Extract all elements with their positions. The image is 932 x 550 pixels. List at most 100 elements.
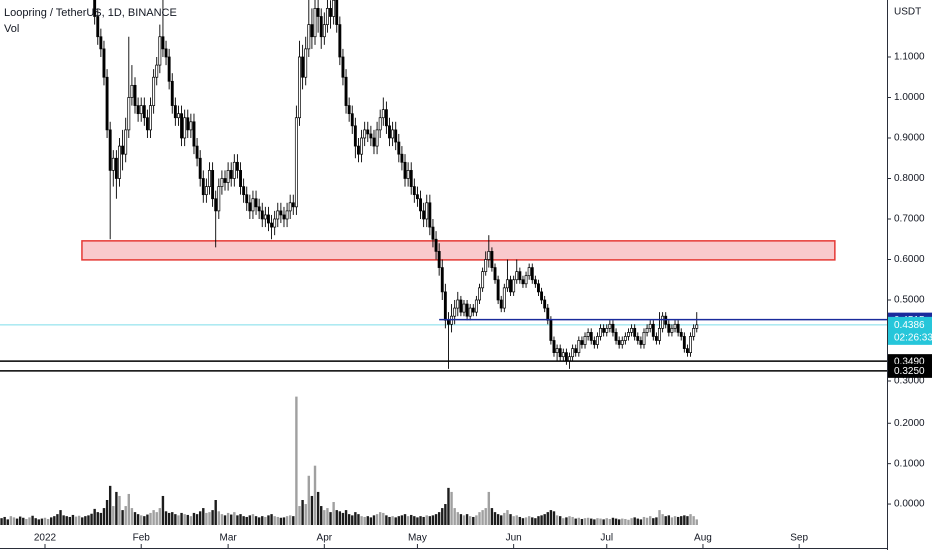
volume-bar (152, 510, 155, 525)
volume-bar (282, 517, 286, 525)
candle-body (493, 267, 497, 281)
candle-body (549, 319, 553, 341)
volume-bar (313, 465, 317, 525)
candle-body (239, 170, 242, 187)
volume-bar (68, 516, 72, 525)
candle-body (434, 238, 438, 252)
candle-body (208, 170, 211, 187)
volume-bar (372, 515, 376, 525)
volume-bar (391, 516, 394, 525)
price-pane (0, 0, 887, 372)
candle-body (658, 327, 661, 341)
volume-bar (323, 510, 326, 525)
volume-bar (214, 500, 217, 525)
y-tick-label: 0.3000 (894, 376, 925, 387)
candle-body (394, 129, 398, 143)
volume-bar (77, 515, 81, 525)
candle-body (667, 323, 671, 333)
volume-bar (441, 508, 444, 525)
candle-body (478, 287, 481, 301)
volume-bar (198, 511, 202, 525)
volume-bar (301, 500, 304, 525)
volume-bar (248, 515, 252, 525)
volume-bar (180, 512, 183, 525)
candle-body (360, 137, 364, 155)
y-tick-label: 0.2000 (894, 418, 925, 429)
volume-bar (130, 508, 134, 525)
volume-bar (351, 515, 354, 525)
candle-body (605, 327, 609, 333)
candle-body (270, 222, 274, 228)
volume-bar (133, 512, 137, 525)
volume-bar (375, 514, 379, 525)
candle-body (142, 105, 146, 119)
volume-bar (512, 516, 515, 525)
volume-bar (450, 491, 453, 525)
volume-bar (670, 517, 674, 525)
volume-bar (87, 515, 90, 525)
candle-body (248, 202, 252, 212)
y-tick-label: 0.1000 (894, 458, 925, 469)
volume-bar (105, 500, 109, 525)
volume-bar (531, 517, 534, 525)
volume-bar (496, 514, 500, 525)
last-price-box (888, 316, 932, 345)
volume-bar (552, 511, 556, 525)
y-tick-label: 1.1000 (894, 52, 925, 63)
volume-bar (177, 515, 180, 525)
candle-body (149, 105, 152, 131)
candle-body (105, 76, 109, 131)
candle-body (381, 109, 385, 119)
volume-bar (580, 518, 584, 525)
volume-bar (65, 516, 68, 525)
candle-body (118, 145, 121, 179)
candle-body (397, 141, 401, 155)
candle-body (431, 226, 435, 240)
volume-bar (62, 515, 65, 525)
level-label: 0.3250 (894, 366, 925, 377)
candle-body (415, 194, 419, 200)
candle-body (226, 170, 230, 183)
volume-bar (12, 517, 16, 525)
y-axis-unit: USDT (894, 7, 921, 18)
volume-bar (630, 518, 633, 525)
candle-body (158, 36, 162, 66)
volume-bar (192, 512, 196, 525)
candle-body (602, 327, 606, 333)
candle-body (533, 279, 537, 285)
volume-bar (515, 515, 518, 525)
volume-bar (18, 516, 22, 525)
candle-body (471, 307, 475, 313)
candle-body (378, 117, 382, 131)
volume-bar (236, 515, 239, 525)
volume-bar (627, 519, 630, 525)
candle-body (537, 283, 540, 293)
volume-bar (487, 491, 491, 525)
candle-body (121, 145, 125, 155)
candle-body (288, 202, 292, 212)
volume-bar (453, 508, 456, 525)
volume-bar (59, 510, 62, 525)
volume-title: Vol (4, 23, 19, 35)
candle-body (325, 8, 329, 25)
volume-bar (22, 517, 25, 525)
volume-bar (171, 512, 174, 525)
candle-body (633, 327, 637, 337)
volume-bar (565, 517, 568, 525)
volume-bar (239, 514, 242, 525)
candle-body (294, 117, 298, 208)
volume-bar (264, 516, 267, 525)
volume-bar (478, 512, 481, 525)
volume-bar (304, 504, 307, 525)
candle-body (310, 24, 314, 38)
volume-bar (50, 517, 53, 525)
volume-bar (202, 508, 205, 525)
candle-body (425, 202, 429, 220)
volume-bar (189, 516, 193, 525)
candle-body (201, 178, 205, 196)
candle-body (173, 105, 177, 119)
candle-body (577, 340, 581, 353)
volume-bar (167, 512, 171, 525)
candle-body (93, 0, 97, 17)
volume-bar (369, 517, 373, 525)
